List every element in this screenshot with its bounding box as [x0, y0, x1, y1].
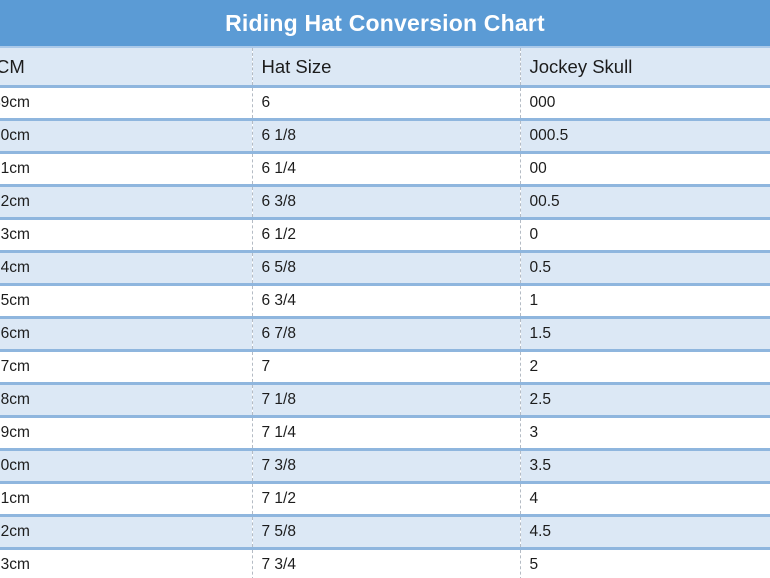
cm-cell: 52cm — [0, 185, 252, 220]
jockey-skull-cell: 00.5 — [519, 185, 770, 220]
table-row: 61cm 7 1/2 4 — [0, 482, 770, 517]
table-row: 60cm 7 3/8 3.5 — [0, 449, 770, 484]
hat-size-cell: 6 1/4 — [251, 152, 520, 187]
jockey-skull-cell: 3.5 — [519, 449, 770, 484]
column-header-jockey-skull: Jockey Skull — [519, 48, 770, 88]
hat-size-cell: 6 — [251, 86, 520, 121]
cm-cell: 50cm — [0, 119, 252, 154]
header-row: CM Hat Size Jockey Skull — [0, 48, 770, 88]
table-row: 49cm 6 000 — [0, 86, 770, 121]
jockey-skull-cell: 0 — [519, 218, 770, 253]
cm-cell: 49cm — [0, 86, 252, 121]
jockey-skull-cell: 000 — [519, 86, 770, 121]
cm-cell: 63cm — [0, 548, 252, 578]
hat-size-cell: 6 1/8 — [251, 119, 520, 154]
jockey-skull-cell: 4 — [519, 482, 770, 517]
conversion-table: CM Hat Size Jockey Skull 49cm 6 000 50cm… — [0, 48, 770, 578]
hat-size-cell: 7 1/8 — [251, 383, 520, 418]
chart-title-bar: Riding Hat Conversion Chart — [0, 0, 770, 48]
table-row: 56cm 6 7/8 1.5 — [0, 317, 770, 352]
table-row: 63cm 7 3/4 5 — [0, 548, 770, 578]
jockey-skull-cell: 1 — [519, 284, 770, 319]
table-row: 58cm 7 1/8 2.5 — [0, 383, 770, 418]
hat-size-cell: 7 5/8 — [251, 515, 520, 550]
cm-cell: 60cm — [0, 449, 252, 484]
jockey-skull-cell: 1.5 — [519, 317, 770, 352]
hat-size-cell: 7 1/2 — [251, 482, 520, 517]
hat-size-cell: 6 3/8 — [251, 185, 520, 220]
jockey-skull-cell: 4.5 — [519, 515, 770, 550]
hat-size-cell: 7 3/4 — [251, 548, 520, 578]
column-header-hat-size: Hat Size — [251, 48, 520, 88]
table-row: 54cm 6 5/8 0.5 — [0, 251, 770, 286]
jockey-skull-cell: 3 — [519, 416, 770, 451]
cm-cell: 54cm — [0, 251, 252, 286]
cm-cell: 56cm — [0, 317, 252, 352]
cm-cell: 62cm — [0, 515, 252, 550]
cm-cell: 61cm — [0, 482, 252, 517]
jockey-skull-cell: 0.5 — [519, 251, 770, 286]
hat-size-cell: 6 3/4 — [251, 284, 520, 319]
chart-title: Riding Hat Conversion Chart — [225, 9, 545, 36]
hat-size-cell: 6 5/8 — [251, 251, 520, 286]
hat-size-cell: 7 — [251, 350, 520, 385]
cm-cell: 58cm — [0, 383, 252, 418]
hat-size-cell: 7 1/4 — [251, 416, 520, 451]
hat-size-cell: 6 7/8 — [251, 317, 520, 352]
jockey-skull-cell: 00 — [519, 152, 770, 187]
hat-size-cell: 7 3/8 — [251, 449, 520, 484]
hat-size-cell: 6 1/2 — [251, 218, 520, 253]
table-row: 50cm 6 1/8 000.5 — [0, 119, 770, 154]
jockey-skull-cell: 000.5 — [519, 119, 770, 154]
jockey-skull-cell: 2.5 — [519, 383, 770, 418]
jockey-skull-cell: 2 — [519, 350, 770, 385]
table-row: 52cm 6 3/8 00.5 — [0, 185, 770, 220]
table-row: 62cm 7 5/8 4.5 — [0, 515, 770, 550]
column-header-cm: CM — [0, 48, 252, 88]
jockey-skull-cell: 5 — [519, 548, 770, 578]
